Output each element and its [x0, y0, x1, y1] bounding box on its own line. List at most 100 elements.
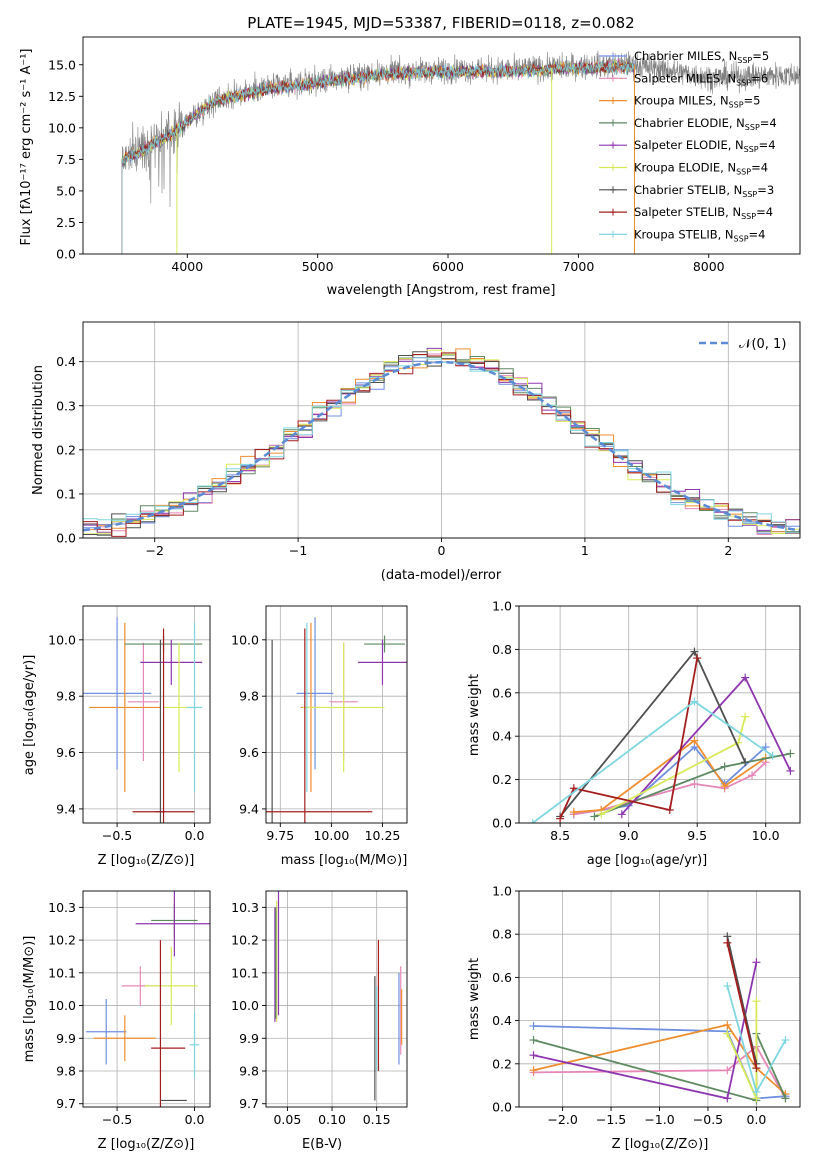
y-tick-label: 0.6 — [492, 970, 512, 985]
x-tick-label: −2.0 — [547, 1112, 577, 1127]
x-tick-label: −1.0 — [644, 1112, 674, 1127]
y-tick-label: 2.5 — [56, 215, 76, 230]
x-tick-label: 10.0 — [752, 828, 780, 843]
y-tick-label: 0.0 — [492, 1100, 512, 1115]
legend-model-name: Kroupa ELODIE, N — [634, 161, 736, 175]
massweight-vs-age-plot-area: 8.5 9.0 9.5 10.0 0.0 0.2 0.4 0.6 0.8 1.0 — [492, 599, 801, 843]
y-tick-label: 12.5 — [48, 89, 76, 104]
legend-count: =5 — [752, 49, 769, 63]
mass-vs-EBV-xlabel: E(B-V) — [302, 1137, 342, 1152]
axes-frame — [265, 605, 408, 824]
legend-label: Kroupa STELIB, NSSP=4 — [634, 227, 765, 243]
age-vs-Z-ylabel: age [log₁₀(age/yr)] — [22, 655, 37, 776]
legend-label: Kroupa ELODIE, NSSP=4 — [634, 161, 768, 177]
x-tick-label: −2 — [145, 543, 163, 558]
y-tick-label: 10.3 — [48, 900, 76, 915]
y-tick-label: 0.6 — [492, 685, 512, 700]
spectrum-model-line — [121, 61, 635, 254]
age-vs-mass-panel: 9.75 10.00 10.25 9.4 9.6 9.8 10.0 mass [log₁₀(… — [231, 605, 408, 868]
y-tick-label: 10.0 — [231, 632, 259, 647]
y-tick-label: 9.7 — [239, 1096, 259, 1111]
y-tick-label: 9.9 — [56, 1031, 76, 1046]
normal-legend-label: 𝒩(0, 1) — [739, 337, 786, 352]
legend-label: Salpeter STELIB, NSSP=4 — [634, 205, 773, 221]
legend-sub: SSP — [734, 234, 749, 243]
weight-series-line — [533, 1045, 787, 1099]
y-tick-label: 0.2 — [492, 1056, 512, 1071]
spectrum-model-line — [121, 60, 635, 254]
x-tick-label: −1 — [289, 543, 307, 558]
massweight-vs-age-panel: 8.5 9.0 9.5 10.0 0.0 0.2 0.4 0.6 0.8 1.0 age [log… — [467, 599, 801, 868]
age-vs-Z-xlabel: Z [log₁₀(Z/Z⊙)] — [98, 853, 195, 868]
x-tick-label: 1 — [581, 543, 589, 558]
y-tick-label: 10.0 — [48, 632, 76, 647]
y-tick-label: 7.5 — [56, 152, 76, 167]
legend-sub: SSP — [736, 78, 751, 87]
y-tick-label: 10.3 — [231, 900, 259, 915]
x-tick-label: 9.0 — [619, 828, 639, 843]
axes-frame — [518, 605, 801, 824]
y-tick-label: 10.0 — [48, 998, 76, 1013]
x-tick-label: 4000 — [171, 259, 203, 274]
legend-count: =6 — [751, 71, 768, 85]
x-tick-label: 6000 — [432, 259, 464, 274]
y-tick-label: 10.2 — [48, 933, 76, 948]
legend-count: =4 — [749, 227, 766, 241]
legend-model-name: Chabrier ELODIE, N — [634, 116, 745, 130]
x-tick-label: −0.5 — [102, 828, 132, 843]
axes-frame — [82, 605, 211, 824]
y-tick-label: 10.1 — [48, 965, 76, 980]
weight-lines — [528, 647, 795, 823]
y-tick-label: 0.0 — [56, 247, 76, 262]
x-tick-label: 0.05 — [273, 1112, 301, 1127]
y-tick-label: 10.0 — [231, 998, 259, 1013]
y-tick-label: 9.8 — [239, 689, 259, 704]
mass-vs-Z-xlabel: Z [log₁₀(Z/Z⊙)] — [98, 1137, 195, 1152]
massweight-vs-Z-panel: −2.0 −1.5 −1.0 −0.5 0.0 0.0 0.2 0.4 0.6 0.8 1.0 Z … — [467, 884, 801, 1152]
legend-label: Chabrier STELIB, NSSP=3 — [634, 183, 774, 199]
weight-series-line — [726, 942, 758, 1069]
histogram-series — [83, 357, 800, 538]
y-tick-label: 0.2 — [492, 772, 512, 787]
weight-series-line — [573, 745, 767, 816]
weight-series-line — [573, 739, 767, 813]
x-tick-label: 9.5 — [687, 828, 707, 843]
legend-count: =4 — [751, 161, 768, 175]
x-tick-label: 0.15 — [363, 1112, 391, 1127]
x-tick-label: 0 — [438, 543, 446, 558]
legend-sub: SSP — [741, 212, 756, 221]
residuals-ylabel: Normed distribution — [31, 365, 46, 495]
y-tick-label: 15.0 — [48, 57, 76, 72]
massweight-vs-age-ylabel: mass weight — [467, 674, 482, 756]
histogram-steps — [83, 347, 800, 538]
axes-frame — [518, 890, 801, 1108]
spectrum-ylabel: Flux [fλ10⁻¹⁷ erg cm⁻² s⁻¹ A⁻¹] — [19, 49, 34, 246]
age-vs-mass-xlabel: mass [log₁₀(M/M⊙)] — [281, 853, 408, 868]
axes-frame — [265, 890, 408, 1108]
legend-count: =4 — [760, 116, 777, 130]
legend-sub: SSP — [729, 101, 744, 110]
legend-model-name: Chabrier MILES, N — [634, 49, 737, 63]
y-tick-label: 9.4 — [56, 801, 76, 816]
spectrum-lines — [121, 50, 800, 254]
normal-curve — [83, 360, 800, 532]
x-tick-label: 0.0 — [185, 1112, 205, 1127]
y-tick-label: 10.2 — [231, 933, 259, 948]
x-tick-label: 8000 — [693, 259, 725, 274]
legend-model-name: Salpeter MILES, N — [634, 71, 736, 85]
legend-sub: SSP — [736, 168, 751, 177]
y-tick-label: 0.0 — [492, 816, 512, 831]
mass-vs-Z-ylabel: mass [log₁₀(M/M⊙)] — [22, 936, 37, 1063]
legend-model-name: Chabrier STELIB, N — [634, 183, 742, 197]
y-tick-label: 9.7 — [56, 1096, 76, 1111]
y-tick-label: 1.0 — [492, 599, 512, 614]
y-tick-label: 0.1 — [56, 486, 76, 501]
age-vs-Z-panel: −0.5 0.0 9.4 9.6 9.8 10.0 Z [log₁₀(Z/Z⊙)] age… — [22, 605, 211, 868]
residuals-plot-area: −2 −1 0 1 2 0.0 0.1 0.2 0.3 0.4 — [56, 321, 801, 558]
legend-model-name: Salpeter STELIB, N — [634, 205, 741, 219]
y-tick-label: 0.4 — [492, 729, 512, 744]
x-tick-label: 10.25 — [365, 828, 401, 843]
massweight-vs-Z-xlabel: Z [log₁₀(Z/Z⊙)] — [612, 1137, 709, 1152]
